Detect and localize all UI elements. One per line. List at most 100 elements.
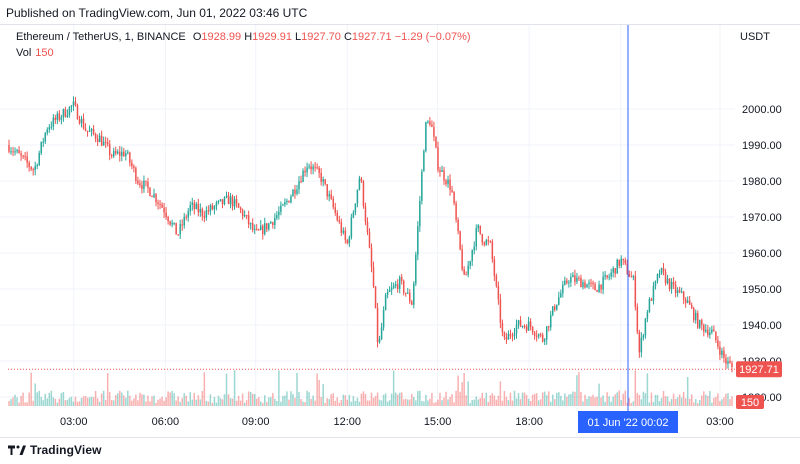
chart-area[interactable]: 2000.00 1990.00 1980.00 1970.00 1960.00 1950.…: [0, 24, 800, 438]
candle-body: [632, 276, 635, 278]
volume-bar: [334, 400, 337, 406]
volume-bar: [112, 400, 115, 406]
volume-bar: [431, 392, 433, 406]
candle-body: [227, 195, 230, 205]
volume-bar: [22, 392, 24, 406]
volume-bar: [461, 382, 463, 406]
volume-bar: [618, 390, 620, 406]
high-label: H: [244, 31, 253, 43]
candle-body: [723, 350, 725, 358]
tradingview-logo[interactable]: TradingView: [8, 441, 102, 459]
candle-body: [650, 299, 653, 301]
candle-body: [473, 246, 475, 251]
candle-body: [157, 202, 159, 204]
candle-body: [344, 230, 347, 240]
candle-body: [14, 151, 16, 153]
volume-bar: [127, 390, 129, 406]
volume-bar: [237, 395, 240, 406]
volume-bar: [66, 399, 69, 406]
candle-body: [197, 203, 200, 213]
volume-bar: [572, 391, 574, 406]
volume-bar: [455, 390, 457, 406]
volume-bar: [654, 394, 657, 406]
volume-bar: [475, 396, 477, 406]
volume-bar: [106, 373, 109, 406]
candle-body: [684, 299, 687, 303]
candle-body: [151, 195, 153, 198]
candle-body: [225, 195, 228, 198]
volume-bar: [435, 402, 437, 406]
volume-bar: [709, 391, 711, 406]
candle-body: [471, 250, 473, 262]
candle-body: [195, 203, 198, 209]
candle-body: [376, 307, 379, 343]
candle-body: [356, 189, 359, 204]
candle-body: [451, 190, 453, 192]
volume-bar: [721, 399, 723, 406]
candle-body: [364, 206, 367, 222]
candle-body: [274, 217, 276, 225]
symbol-name[interactable]: Ethereum / TetherUS, 1, BINANCE: [16, 31, 186, 43]
low-value: 1927.70: [301, 31, 341, 43]
volume-bar: [310, 398, 312, 406]
candle-body: [549, 314, 552, 328]
volume-bar: [697, 403, 699, 406]
volume-label[interactable]: Vol: [16, 47, 32, 59]
candle-body: [680, 291, 683, 293]
volume-bar: [664, 396, 667, 406]
volume-bar: [439, 392, 441, 406]
candle-body: [477, 225, 479, 229]
candle-body: [237, 203, 240, 208]
candle-body: [662, 267, 665, 272]
volume-bar: [694, 399, 697, 406]
volume-bar: [229, 398, 232, 406]
volume-bar: [82, 396, 85, 406]
volume-bar: [219, 398, 222, 406]
candle-body: [262, 225, 264, 235]
candle-body: [606, 275, 608, 278]
volume-bar: [680, 397, 683, 406]
candle-body: [155, 194, 157, 203]
volume-bar: [360, 393, 363, 406]
volume-bar: [251, 393, 254, 406]
volume-bar: [564, 393, 566, 406]
candle-body: [314, 166, 316, 168]
candle-body: [419, 200, 421, 227]
candle-body: [535, 335, 538, 337]
candle-body: [108, 144, 111, 156]
candle-body: [404, 292, 407, 294]
volume-bar: [541, 392, 544, 406]
currency-label[interactable]: USDT: [740, 31, 770, 43]
candle-body: [171, 222, 173, 225]
volume-bar: [471, 400, 473, 406]
volume-bar: [32, 400, 34, 406]
volume-bar: [531, 394, 534, 406]
candle-body: [203, 216, 206, 218]
volume-bar: [427, 400, 429, 406]
volume-bar: [8, 401, 10, 406]
candle-body: [539, 334, 542, 336]
candle-body: [620, 258, 622, 266]
volume-bar: [537, 400, 540, 406]
volume-bar: [445, 391, 447, 406]
volume-bar: [396, 394, 399, 406]
volume-bar: [467, 381, 469, 406]
volume-bar: [644, 393, 647, 406]
candle-body: [543, 339, 546, 342]
volume-bar: [151, 396, 153, 406]
candle-body: [233, 199, 236, 207]
volume-bar: [68, 397, 71, 406]
volume-bar: [70, 396, 73, 406]
candle-body: [153, 194, 155, 198]
candle-body: [501, 322, 504, 333]
candle-body: [707, 329, 709, 336]
candle-body: [582, 282, 584, 288]
volume-bar: [652, 402, 655, 406]
volume-bar: [606, 392, 608, 406]
candle-body: [30, 166, 32, 170]
volume-bar: [306, 390, 308, 406]
change-value: −1.29 (−0.07%): [394, 31, 471, 43]
volume-bar: [489, 395, 492, 406]
candlestick-chart[interactable]: 2000.00 1990.00 1980.00 1970.00 1960.00 1950.…: [0, 25, 800, 437]
candle-body: [88, 130, 91, 132]
